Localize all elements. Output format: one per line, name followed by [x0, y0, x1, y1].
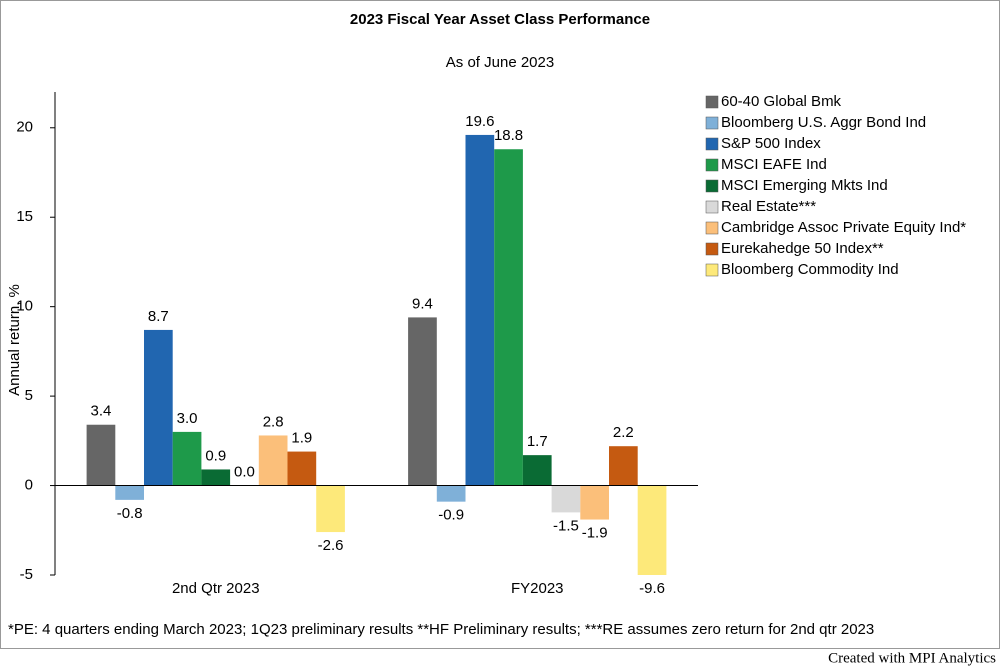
value-label: 0.0 [234, 464, 255, 481]
value-label: -0.8 [117, 505, 143, 522]
legend-swatch [705, 158, 719, 172]
value-label: 0.9 [205, 447, 226, 464]
value-label: -9.6 [639, 580, 665, 597]
bars [86, 134, 667, 575]
value-label: 2.2 [613, 424, 634, 441]
bar [522, 455, 552, 486]
legend-swatch [705, 242, 719, 256]
bar [465, 134, 495, 486]
legend-label: S&P 500 Index [721, 135, 821, 152]
y-tick-label: 15 [16, 208, 33, 225]
legend-label: Bloomberg U.S. Aggr Bond Ind [721, 114, 926, 131]
value-label: 3.0 [177, 410, 198, 427]
legend-label: Eurekahedge 50 Index** [721, 240, 884, 257]
y-tick-label: 0 [25, 477, 33, 494]
bar [494, 149, 523, 486]
bar [580, 485, 609, 520]
bar [86, 424, 116, 486]
value-label: 2.8 [263, 413, 284, 430]
legend-swatch [705, 179, 719, 193]
y-axis-label: Annual return, % [6, 284, 23, 396]
chart-title: 2023 Fiscal Year Asset Class Performance [350, 11, 650, 28]
y-tick-label: 10 [16, 298, 33, 315]
y-tick-label: 5 [25, 387, 33, 404]
legend-label: Cambridge Assoc Private Equity Ind* [721, 219, 966, 236]
value-label: 9.4 [412, 295, 433, 312]
legend-swatch [705, 263, 719, 277]
x-tick-label: 2nd Qtr 2023 [172, 580, 260, 597]
bar [201, 469, 231, 486]
bar [316, 485, 345, 533]
value-label: -0.9 [438, 507, 464, 524]
legend-swatch [705, 200, 719, 214]
bar [115, 485, 144, 500]
credit: Created with MPI Analytics [828, 650, 996, 666]
legend-label: MSCI Emerging Mkts Ind [721, 177, 888, 194]
legend-swatch [705, 221, 719, 235]
value-label: 19.6 [465, 113, 494, 130]
legend-swatch [705, 95, 719, 109]
legend-label: MSCI EAFE Ind [721, 156, 827, 173]
y-tick-label: -5 [20, 566, 33, 583]
legend-swatch [705, 116, 719, 130]
legend-swatch [705, 137, 719, 151]
value-label: 1.7 [527, 433, 548, 450]
bar [551, 485, 581, 513]
legend-label: Bloomberg Commodity Ind [721, 261, 899, 278]
legend-label: Real Estate*** [721, 198, 816, 215]
bar [408, 317, 437, 486]
value-label: -1.5 [553, 517, 579, 534]
value-label: 8.7 [148, 308, 169, 325]
legend-label: 60-40 Global Bmk [721, 93, 842, 110]
bar [436, 485, 466, 502]
footnote: *PE: 4 quarters ending March 2023; 1Q23 … [8, 621, 874, 638]
value-label: 18.8 [494, 127, 523, 144]
bar [637, 485, 667, 575]
bar [144, 329, 173, 486]
value-label: -2.6 [318, 537, 344, 554]
bar [172, 431, 202, 486]
value-label: 1.9 [291, 430, 312, 447]
chart-subtitle: As of June 2023 [446, 54, 554, 71]
x-tick-label: FY2023 [511, 580, 564, 597]
value-label: -1.9 [582, 525, 608, 542]
bar [258, 435, 288, 486]
value-label: 3.4 [91, 403, 112, 420]
bar [609, 446, 638, 486]
y-tick-label: 20 [16, 119, 33, 136]
bar [287, 451, 317, 486]
